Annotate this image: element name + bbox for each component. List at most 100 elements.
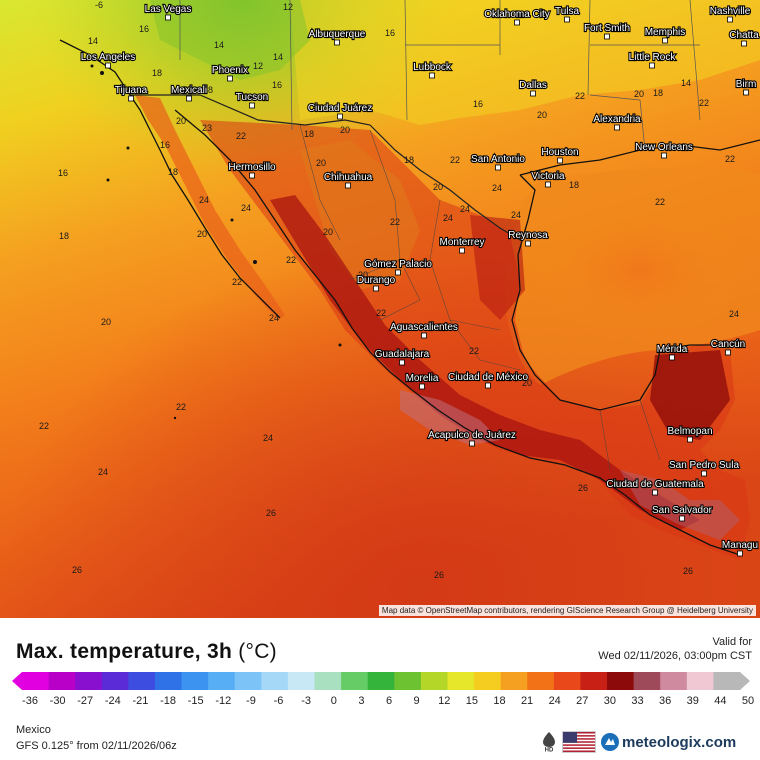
city-label: Memphis [645, 27, 686, 38]
legend-swatch [367, 672, 395, 690]
city-marker[interactable]: Memphis [644, 26, 686, 44]
city-dot [662, 37, 668, 44]
city-marker[interactable]: Phoenix [211, 64, 249, 82]
legend-tick-label: 39 [687, 695, 699, 707]
isotherm-label: 18 [59, 231, 69, 241]
hd-label: HD [545, 748, 554, 753]
city-dot [429, 72, 435, 79]
brand-logo[interactable]: meteologix.com [600, 731, 736, 753]
city-marker[interactable]: Birm [735, 78, 757, 96]
legend-swatch [420, 672, 448, 690]
city-dot [399, 359, 405, 366]
city-marker[interactable]: Durango [356, 274, 397, 292]
city-marker[interactable]: Chihuahua [323, 171, 374, 189]
isotherm-label: 22 [655, 197, 665, 207]
city-marker[interactable]: Alexandria [592, 113, 642, 131]
isotherm-label: 24 [241, 203, 251, 213]
city-dot [249, 102, 255, 109]
city-marker[interactable]: Los Angeles [80, 51, 136, 69]
island [338, 343, 342, 347]
isotherm-label: 22 [39, 421, 49, 431]
city-marker[interactable]: Lubbock [412, 61, 453, 79]
legend-swatch [181, 672, 209, 690]
gulf-of-california-coast [174, 109, 741, 556]
city-marker[interactable]: Ciudad de Guatemala [605, 478, 705, 496]
isotherm-label: 22 [176, 402, 186, 412]
isotherm-label: 20 [101, 317, 111, 327]
temperature-map[interactable]: -6 12 14 16 14 12 14 16 14 18 18 16 16 22 20 18 22 20 23 22… [0, 0, 760, 618]
legend-tick-label: -9 [246, 695, 256, 707]
city-marker[interactable]: Acapulco de Juárez [427, 429, 517, 447]
legend-arrow-left [12, 672, 22, 690]
city-marker[interactable]: Managu [721, 539, 759, 557]
city-marker[interactable]: Dallas [518, 79, 548, 97]
city-marker[interactable]: San Antonio [470, 153, 527, 171]
city-marker[interactable]: Oklahoma City [483, 8, 551, 26]
gulf-coastline [511, 174, 735, 411]
hd-icon[interactable]: HD [540, 730, 558, 752]
city-marker[interactable]: Tulsa [554, 5, 581, 23]
temperature-legend: -36 -30 -27 -24 -21 -18 -15 -12 -9 -6 -3 0 3 6 9 12 15 18… [0, 670, 760, 710]
isotherm-label: 24 [492, 183, 502, 193]
isotherm-label: 22 [236, 131, 246, 141]
city-marker[interactable]: Fort Smith [583, 22, 631, 40]
isotherm-label: 14 [273, 52, 283, 62]
map-attribution[interactable]: Map data © OpenStreetMap contributors, r… [378, 605, 756, 616]
city-label: Cancún [711, 339, 745, 350]
city-marker[interactable]: Houston [540, 146, 580, 164]
valid-time[interactable]: Wed 02/11/2026, 03:00pm CST [598, 650, 752, 662]
city-marker[interactable]: Victoria [530, 170, 566, 188]
legend-tick-label: 27 [576, 695, 588, 707]
city-marker[interactable]: Hermosillo [227, 161, 277, 179]
city-marker[interactable]: Albuquerque [308, 28, 367, 46]
city-label: Ciudad de Guatemala [606, 479, 704, 490]
city-marker[interactable]: Monterrey [438, 236, 486, 254]
city-marker[interactable]: Mexicali [170, 84, 208, 102]
city-marker[interactable]: Cancún [710, 338, 746, 356]
city-marker[interactable]: Belmopan [666, 425, 714, 443]
isotherm-label: 18 [304, 129, 314, 139]
city-dot [227, 75, 233, 82]
city-marker[interactable]: Mérida [656, 343, 689, 361]
city-label: San Antonio [471, 154, 525, 165]
city-marker[interactable]: Guadalajara [374, 348, 431, 366]
region-name[interactable]: Mexico [16, 724, 51, 736]
isotherm-label: 20 [176, 116, 186, 126]
legend-tick-label: -6 [274, 695, 284, 707]
island [90, 64, 94, 68]
city-dot [701, 470, 707, 477]
city-marker[interactable]: Ciudad de México [447, 371, 530, 389]
city-marker[interactable]: Little Rock [628, 51, 677, 69]
isotherm-label: 20 [537, 110, 547, 120]
isotherm-label: 14 [88, 36, 98, 46]
city-dot [669, 354, 675, 361]
legend-tick-label: 12 [438, 695, 450, 707]
city-marker[interactable]: San Pedro Sula [668, 459, 741, 477]
isotherm-label: 18 [653, 88, 663, 98]
city-marker[interactable]: Aguascalientes [389, 321, 459, 339]
city-marker[interactable]: Reynosa [507, 229, 549, 247]
city-dot [337, 113, 343, 120]
us-flag-icon[interactable] [562, 731, 596, 753]
city-marker[interactable]: Ciudad Juárez [307, 102, 373, 120]
city-marker[interactable]: Tijuana [114, 84, 149, 102]
isotherm-label: 24 [511, 210, 521, 220]
city-marker[interactable]: Gómez Palacio [363, 258, 433, 276]
city-marker[interactable]: Las Vegas [144, 3, 192, 21]
city-marker[interactable]: Chatta [728, 29, 760, 47]
city-marker[interactable]: New Orleans [634, 141, 694, 159]
city-marker[interactable]: Tucson [235, 91, 269, 109]
city-marker[interactable]: Nashville [709, 5, 752, 23]
isotherm-label: 16 [272, 80, 282, 90]
isotherm-label: 26 [72, 565, 82, 575]
us-mexico-border [130, 94, 521, 241]
isotherm-label: 24 [98, 467, 108, 477]
legend-swatch [128, 672, 156, 690]
isotherm-label: 16 [473, 99, 483, 109]
city-marker[interactable]: San Salvador [651, 504, 714, 522]
isotherm-label: 22 [232, 277, 242, 287]
city-markers: Las Vegas Oklahoma City Tulsa Nashville Fort… [80, 3, 760, 557]
city-marker[interactable]: Morelia [405, 372, 440, 390]
meteologix-logo-icon [601, 733, 619, 751]
model-run[interactable]: GFS 0.125° from 02/11/2026/06z [16, 740, 177, 752]
